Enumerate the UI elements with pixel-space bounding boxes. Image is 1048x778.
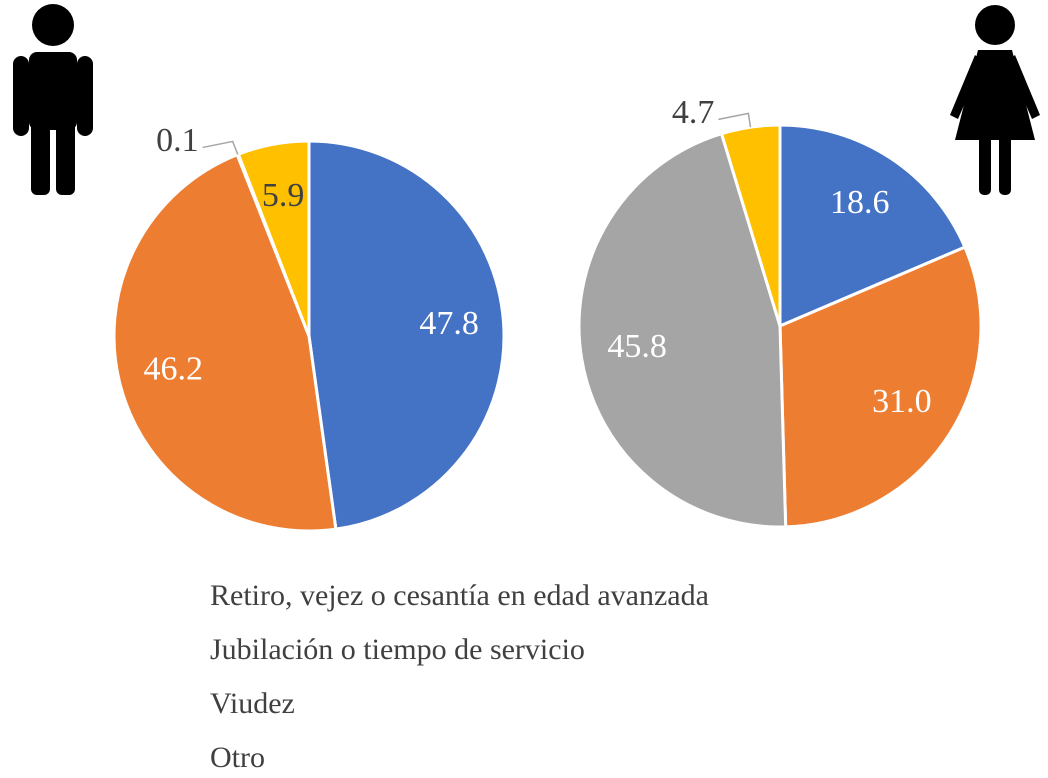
legend-label: Viudez	[210, 687, 295, 720]
data-label: 45.8	[607, 328, 667, 365]
pie-slice	[577, 131, 788, 529]
data-label: 47.8	[419, 305, 479, 342]
legend-label: Retiro, vejez o cesantía en edad avanzad…	[210, 579, 709, 612]
pie-slice	[112, 152, 338, 533]
leader-line	[718, 112, 752, 128]
woman-icon	[950, 5, 1040, 195]
data-label: 18.6	[830, 184, 890, 221]
pie-slice	[236, 139, 311, 337]
legend-label: Otro	[210, 741, 265, 774]
legend-label: Jubilación o tiempo de servicio	[210, 633, 585, 666]
pie-slice	[778, 245, 983, 529]
pie-slice	[778, 123, 967, 329]
data-label: 46.2	[143, 351, 203, 388]
man-icon	[13, 4, 93, 195]
data-label: 31.0	[872, 383, 932, 420]
data-label: 0.1	[156, 122, 199, 159]
leader-line	[202, 140, 239, 155]
data-label: 5.9	[262, 177, 305, 214]
pie-slice	[719, 123, 782, 327]
data-label: 4.7	[672, 94, 715, 131]
pie-slice	[307, 139, 506, 531]
